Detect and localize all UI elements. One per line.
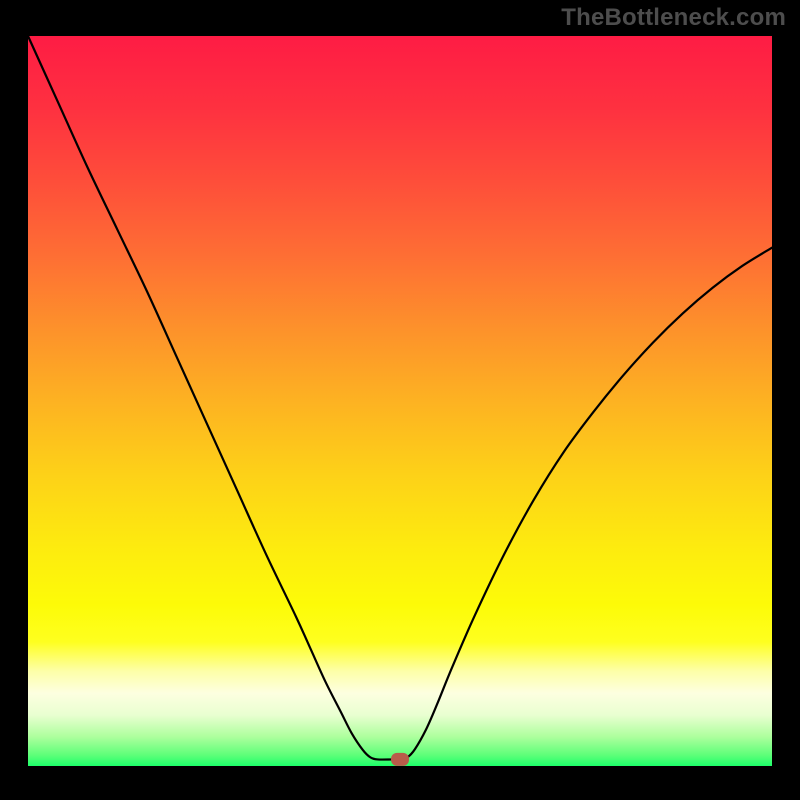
- bottleneck-curve-chart: [0, 0, 800, 800]
- gradient-background: [28, 36, 772, 766]
- watermark-text: TheBottleneck.com: [561, 4, 786, 32]
- optimal-point-marker: [391, 753, 409, 766]
